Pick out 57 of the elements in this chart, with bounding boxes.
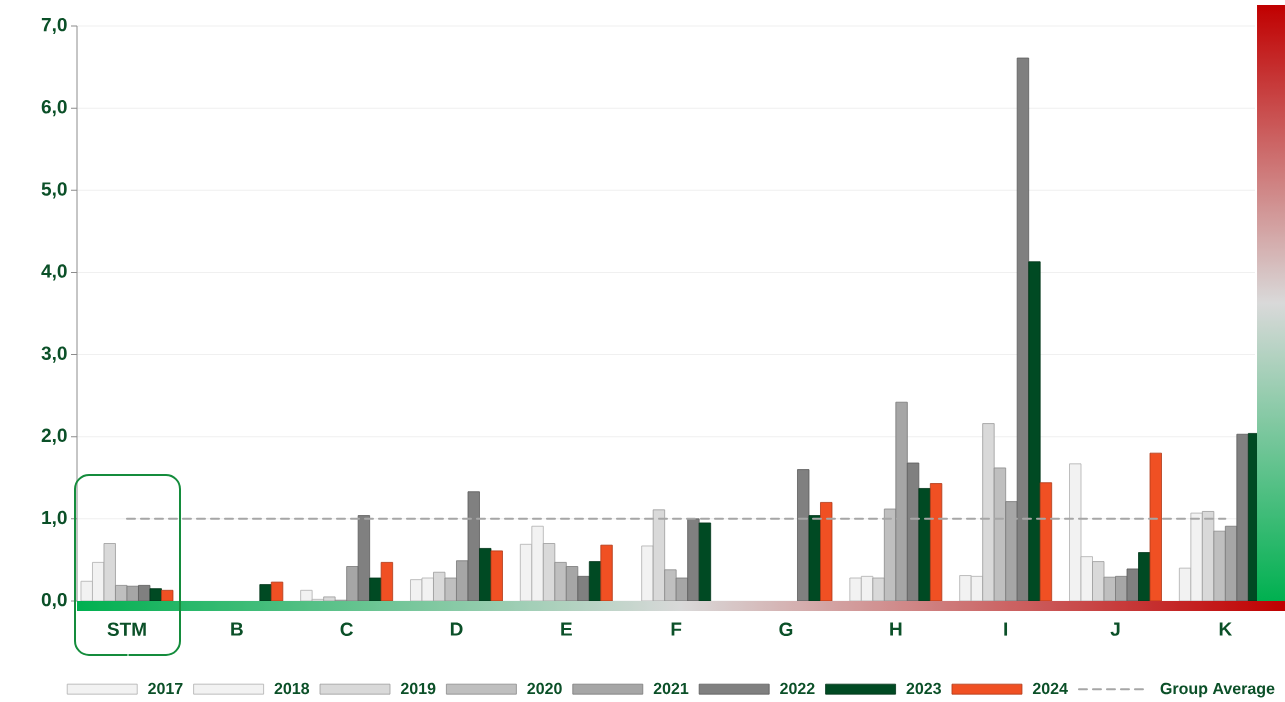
legend-label: 2023 (906, 682, 941, 695)
bar (259, 584, 272, 602)
legend-label: 2020 (527, 682, 562, 695)
x-tick-label: J (1110, 622, 1120, 636)
legend-label: 2019 (400, 682, 436, 695)
bar (1103, 576, 1116, 602)
x-tick-label: K (1219, 622, 1233, 636)
y-tick-label: 4,0 (41, 264, 67, 281)
bar (103, 543, 116, 602)
x-tick-label: H (890, 622, 902, 636)
y-tick-label: 5,0 (41, 182, 67, 199)
bar (323, 596, 336, 602)
x-tick-label: I (1004, 622, 1008, 636)
bar (1039, 482, 1053, 602)
bar (270, 581, 284, 602)
legend-label: 2017 (148, 682, 183, 695)
bar (542, 543, 556, 602)
y-tick-label: 0,0 (41, 592, 67, 610)
x-tick-label: E (561, 622, 572, 636)
bar (797, 469, 810, 602)
bar (993, 467, 1007, 602)
legend-label: 2022 (780, 682, 815, 695)
x-tick-label: D (450, 622, 463, 636)
bar (161, 589, 174, 602)
bar (664, 569, 677, 602)
bar (698, 522, 712, 602)
bar (600, 544, 613, 602)
legend-label: 2024 (1032, 682, 1068, 695)
bar (929, 483, 943, 602)
y-tick-label: 3,0 (41, 346, 67, 363)
bar (808, 515, 821, 602)
x-tick-label: C (340, 622, 353, 636)
bar (820, 502, 833, 602)
bar (444, 577, 457, 602)
legend-label: 2018 (274, 682, 310, 695)
y-tick-label: 6,0 (41, 100, 67, 117)
x-tick-label: F (671, 622, 682, 636)
bar (1149, 452, 1162, 602)
x-tick-label: G (779, 622, 793, 636)
bar (872, 577, 885, 602)
bar (433, 571, 446, 602)
bar (1092, 561, 1105, 602)
bar (918, 488, 931, 602)
bar (554, 561, 567, 602)
bar (380, 561, 394, 602)
legend-label: Group Average (1160, 682, 1275, 698)
bar (369, 577, 382, 602)
y-tick-label: 7,0 (41, 17, 67, 35)
y-tick-label: 2,0 (41, 428, 67, 445)
bar (490, 550, 503, 602)
y-tick-label: 1,0 (42, 510, 67, 527)
bar (1028, 261, 1041, 602)
legend-label: 2021 (653, 682, 689, 695)
bar (1213, 530, 1226, 602)
x-tick-label: B (231, 622, 243, 636)
bar (149, 588, 162, 602)
x-tick-label: STM (107, 622, 146, 636)
